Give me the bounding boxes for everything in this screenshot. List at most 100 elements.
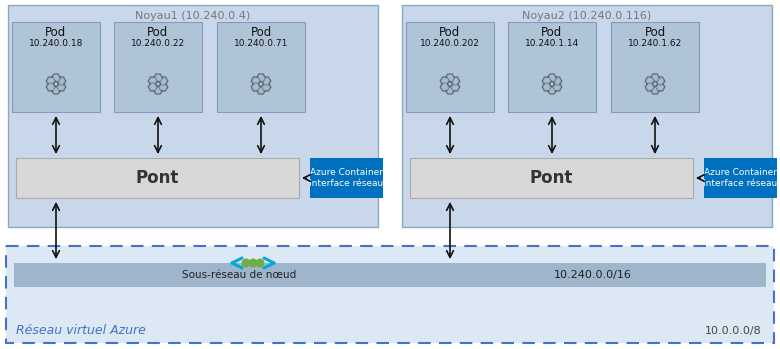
Polygon shape — [57, 83, 66, 91]
Bar — [12, 22, 100, 112]
Polygon shape — [257, 86, 266, 94]
Polygon shape — [261, 77, 271, 85]
Polygon shape — [548, 74, 557, 82]
Polygon shape — [155, 88, 161, 92]
Polygon shape — [442, 79, 447, 83]
Polygon shape — [445, 74, 455, 82]
Text: Noyau1 (10.240.0.4): Noyau1 (10.240.0.4) — [136, 11, 250, 21]
Text: Azure Container
Interface réseau: Azure Container Interface réseau — [704, 168, 778, 188]
Bar — [402, 5, 772, 227]
Bar — [611, 22, 699, 112]
Bar — [14, 263, 766, 287]
Polygon shape — [51, 74, 61, 82]
Polygon shape — [656, 83, 665, 91]
Text: Pod: Pod — [250, 27, 271, 39]
Text: Pont: Pont — [530, 169, 573, 187]
Polygon shape — [647, 85, 652, 89]
Polygon shape — [452, 79, 458, 83]
Polygon shape — [254, 79, 258, 83]
Polygon shape — [452, 85, 458, 89]
Polygon shape — [155, 76, 161, 80]
Polygon shape — [48, 85, 53, 89]
Text: 10.240.0.22: 10.240.0.22 — [131, 38, 185, 47]
Polygon shape — [555, 85, 560, 89]
Bar — [8, 5, 378, 227]
Polygon shape — [151, 79, 155, 83]
Polygon shape — [161, 85, 166, 89]
Polygon shape — [555, 79, 560, 83]
Polygon shape — [51, 86, 61, 94]
Polygon shape — [54, 76, 58, 80]
Polygon shape — [445, 86, 455, 94]
Polygon shape — [652, 88, 658, 92]
Polygon shape — [58, 79, 64, 83]
Polygon shape — [647, 79, 652, 83]
Polygon shape — [548, 86, 557, 94]
Text: Réseau virtuel Azure: Réseau virtuel Azure — [16, 325, 146, 337]
Polygon shape — [154, 86, 162, 94]
Bar — [310, 158, 383, 198]
Polygon shape — [544, 79, 549, 83]
Polygon shape — [264, 79, 269, 83]
Polygon shape — [645, 83, 654, 91]
Text: 10.240.0.18: 10.240.0.18 — [29, 38, 83, 47]
Polygon shape — [251, 77, 261, 85]
Polygon shape — [448, 76, 452, 80]
Text: Pod: Pod — [439, 27, 461, 39]
Polygon shape — [552, 77, 562, 85]
Polygon shape — [158, 77, 168, 85]
Text: Pod: Pod — [644, 27, 665, 39]
Polygon shape — [652, 76, 658, 80]
Bar — [217, 22, 305, 112]
Bar — [114, 22, 202, 112]
Polygon shape — [46, 77, 55, 85]
Polygon shape — [58, 85, 64, 89]
Text: 10.240.1.62: 10.240.1.62 — [628, 38, 682, 47]
Polygon shape — [451, 83, 460, 91]
Polygon shape — [552, 83, 562, 91]
Polygon shape — [251, 83, 261, 91]
Circle shape — [249, 259, 257, 267]
Text: 10.240.0.0/16: 10.240.0.0/16 — [554, 270, 632, 280]
Text: Sous-réseau de nœud: Sous-réseau de nœud — [183, 270, 296, 280]
Bar — [16, 158, 299, 198]
Text: Pod: Pod — [147, 27, 168, 39]
Polygon shape — [161, 79, 166, 83]
Polygon shape — [264, 85, 269, 89]
Polygon shape — [148, 77, 158, 85]
Bar — [406, 22, 494, 112]
Text: Azure Container
Interface réseau: Azure Container Interface réseau — [310, 168, 384, 188]
Bar — [508, 22, 596, 112]
Bar — [6, 246, 774, 343]
Text: Pod: Pod — [541, 27, 562, 39]
Bar — [704, 158, 777, 198]
Text: Noyau2 (10.240.0.116): Noyau2 (10.240.0.116) — [523, 11, 651, 21]
Text: Pont: Pont — [136, 169, 179, 187]
Bar — [410, 158, 693, 198]
Polygon shape — [258, 88, 264, 92]
Polygon shape — [158, 83, 168, 91]
Circle shape — [242, 259, 250, 267]
Polygon shape — [651, 74, 660, 82]
Circle shape — [256, 259, 264, 267]
Text: Pod: Pod — [45, 27, 66, 39]
Polygon shape — [151, 85, 155, 89]
Polygon shape — [448, 88, 452, 92]
Polygon shape — [258, 76, 264, 80]
Polygon shape — [549, 88, 555, 92]
Polygon shape — [549, 76, 555, 80]
Polygon shape — [440, 77, 449, 85]
Polygon shape — [542, 77, 551, 85]
Polygon shape — [542, 83, 551, 91]
Polygon shape — [148, 83, 158, 91]
Polygon shape — [442, 85, 447, 89]
Polygon shape — [54, 88, 58, 92]
Polygon shape — [451, 77, 460, 85]
Text: 10.240.0.71: 10.240.0.71 — [234, 38, 288, 47]
Polygon shape — [658, 79, 663, 83]
Polygon shape — [656, 77, 665, 85]
Polygon shape — [544, 85, 549, 89]
Polygon shape — [257, 74, 266, 82]
Text: 10.240.0.202: 10.240.0.202 — [420, 38, 480, 47]
Polygon shape — [154, 74, 162, 82]
